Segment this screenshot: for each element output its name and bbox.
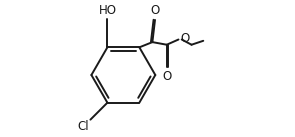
Text: Cl: Cl	[78, 120, 89, 133]
Text: O: O	[181, 32, 190, 45]
Text: HO: HO	[99, 4, 117, 17]
Text: O: O	[162, 69, 171, 82]
Text: O: O	[150, 4, 160, 17]
